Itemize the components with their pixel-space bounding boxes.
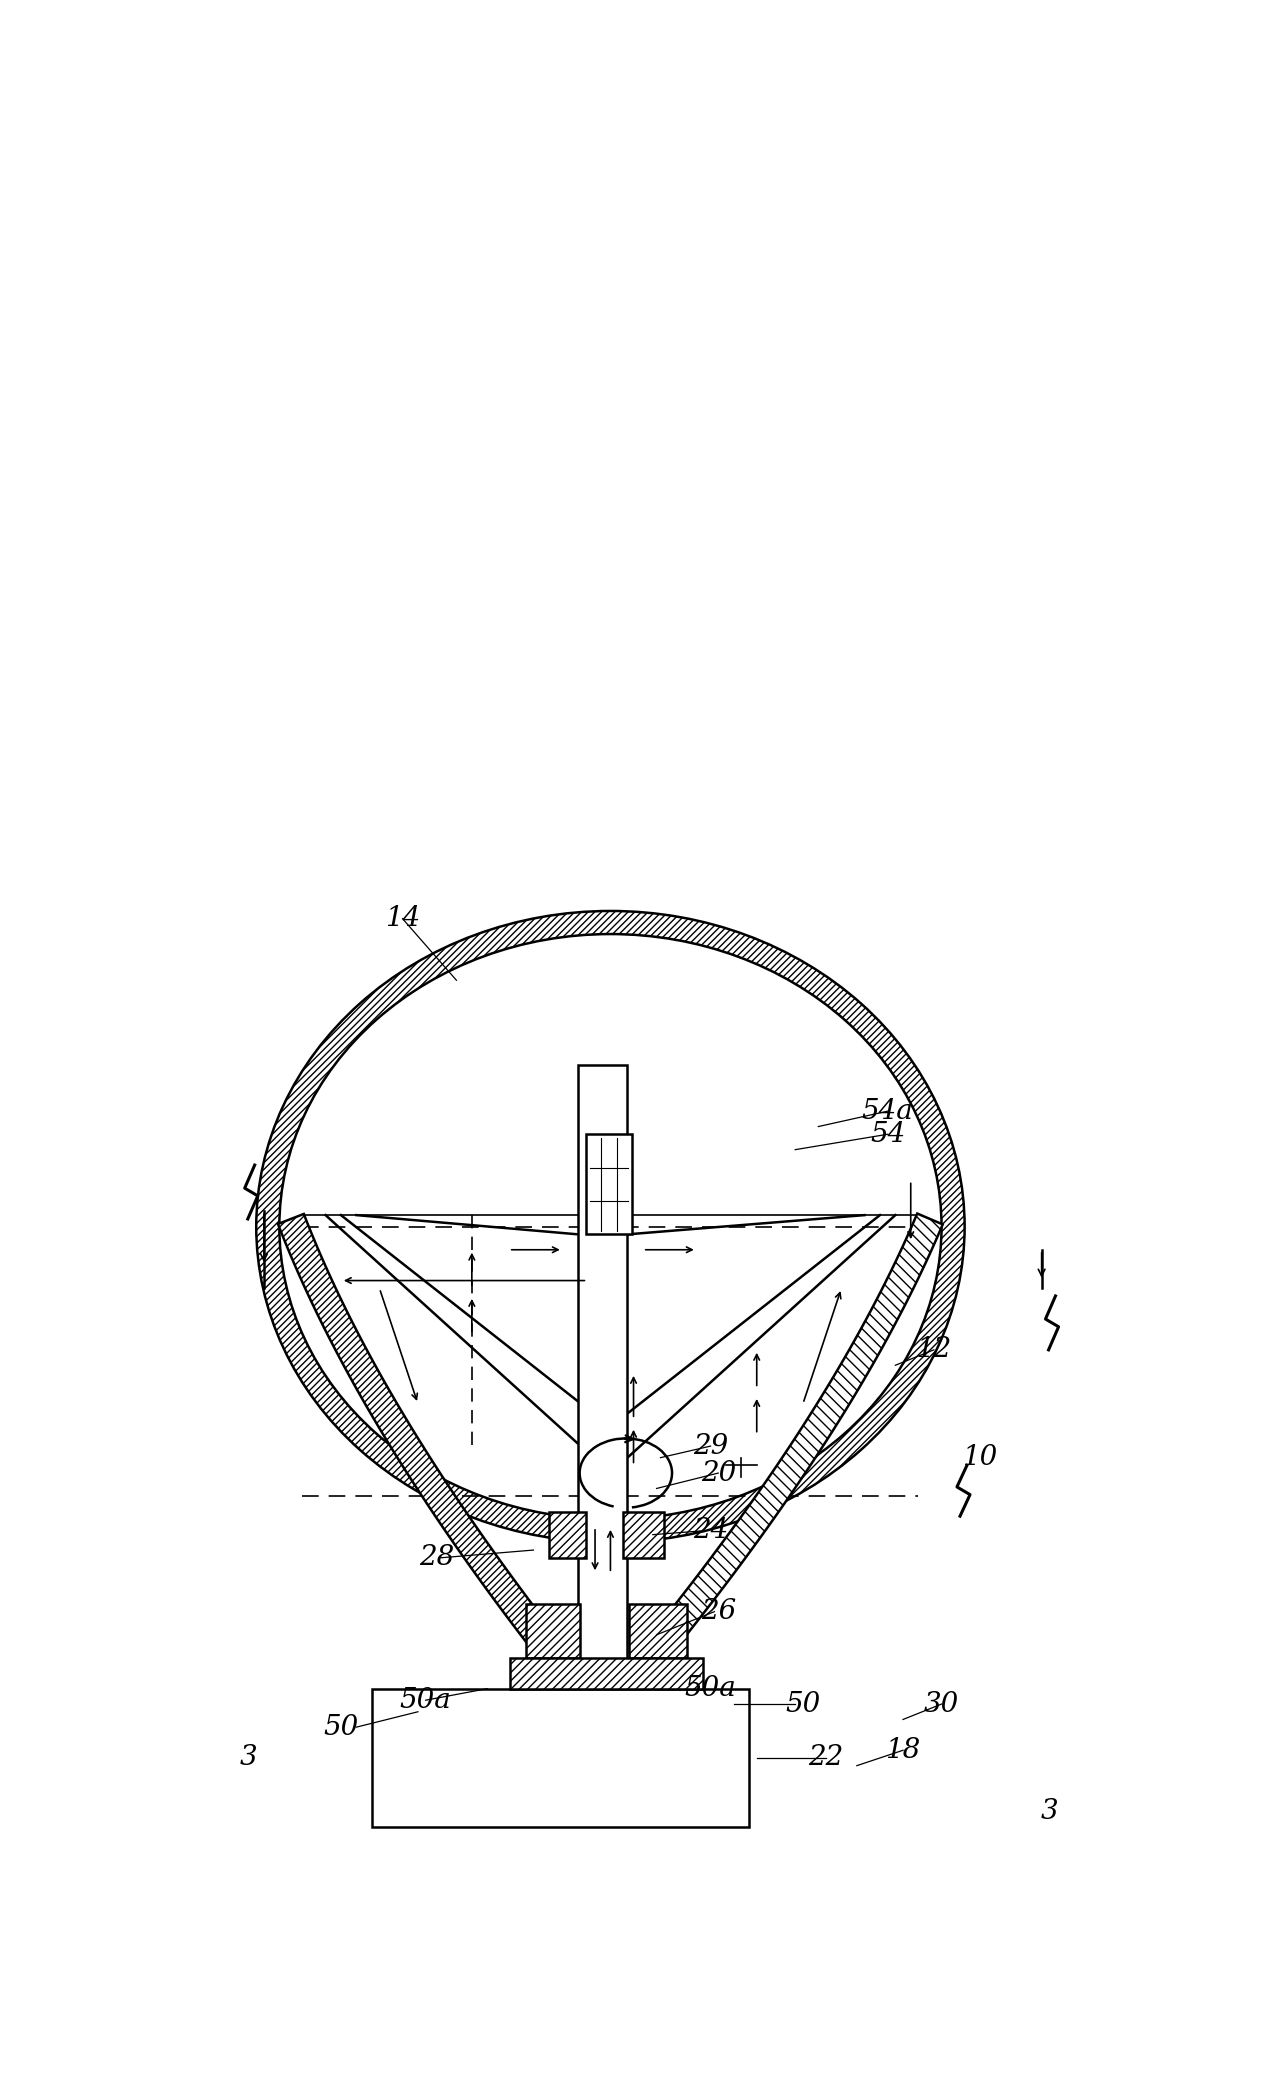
Text: 3: 3 xyxy=(1041,1799,1058,1826)
Text: 3: 3 xyxy=(240,1745,257,1772)
Bar xyxy=(578,1066,627,1804)
Bar xyxy=(623,1511,664,1557)
Ellipse shape xyxy=(279,935,942,1520)
Text: 20: 20 xyxy=(700,1459,736,1486)
Bar xyxy=(628,1605,687,1658)
Bar xyxy=(510,1658,703,1689)
Text: 54a: 54a xyxy=(862,1099,914,1126)
Text: 50a: 50a xyxy=(685,1675,736,1702)
Text: 24: 24 xyxy=(693,1517,729,1544)
Polygon shape xyxy=(278,1215,585,1689)
Text: 12: 12 xyxy=(916,1337,951,1364)
Bar xyxy=(371,1689,749,1826)
Bar xyxy=(549,1511,586,1557)
Bar xyxy=(526,1605,580,1658)
Bar xyxy=(510,1658,703,1689)
Text: 26: 26 xyxy=(700,1598,736,1625)
Text: 10: 10 xyxy=(962,1445,997,1472)
Text: 50a: 50a xyxy=(400,1687,451,1714)
Text: 22: 22 xyxy=(808,1745,844,1772)
Bar xyxy=(526,1605,580,1658)
Text: 18: 18 xyxy=(885,1737,920,1764)
Polygon shape xyxy=(621,1213,943,1689)
Text: 29: 29 xyxy=(693,1432,729,1459)
Text: 54: 54 xyxy=(870,1121,905,1148)
Text: 14: 14 xyxy=(386,906,420,933)
Bar xyxy=(549,1511,586,1557)
Bar xyxy=(586,1134,632,1233)
Text: 30: 30 xyxy=(924,1692,959,1719)
Text: 28: 28 xyxy=(420,1544,455,1571)
Text: 50: 50 xyxy=(785,1692,821,1719)
Ellipse shape xyxy=(256,910,965,1542)
Bar xyxy=(623,1511,664,1557)
Bar xyxy=(628,1605,687,1658)
Text: 50: 50 xyxy=(324,1714,359,1741)
